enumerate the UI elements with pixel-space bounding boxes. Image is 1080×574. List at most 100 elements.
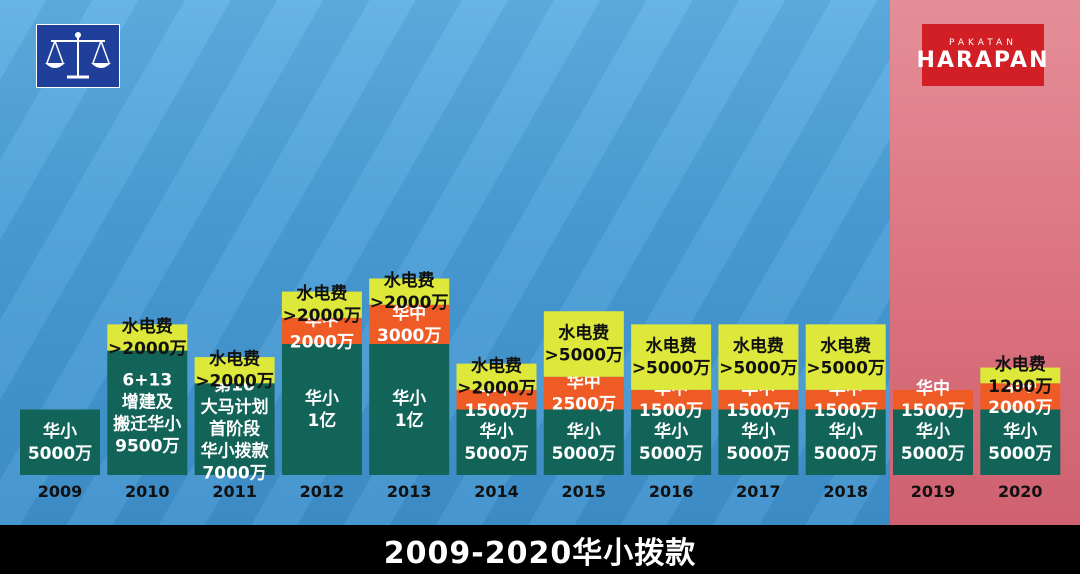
bar-label-utilities-2018: 水电费 (820, 336, 871, 357)
bar-label-secondary-2015: 2500万 (552, 395, 616, 415)
bar-segment-secondary-2018 (805, 389, 886, 410)
bar-label-secondary-2019: 华中 (916, 378, 950, 399)
bar-label-primary-2010: 搬迁华小 (113, 413, 181, 434)
bar-label-primary-2010: 增建及 (122, 391, 174, 412)
bar-label-primary-2013: 1亿 (395, 410, 424, 431)
bar-label-utilities-2017: >5000万 (719, 359, 798, 379)
bar-segment-utilities-2020 (980, 367, 1061, 384)
pakatan-harapan-logo: PAKATAN HARAPAN (917, 24, 1047, 86)
year-label-2017: 2017 (736, 482, 781, 501)
barisan-nasional-logo (36, 24, 120, 88)
bar-segment-primary-2012 (281, 344, 362, 475)
bar-label-utilities-2014: >2000万 (457, 378, 536, 398)
bar-label-primary-2016: 5000万 (639, 444, 703, 464)
bar-segment-utilities-2013 (369, 278, 450, 305)
bar-label-utilities-2016: >5000万 (632, 359, 711, 379)
bar-label-utilities-2012: 水电费 (296, 283, 347, 304)
bar-label-primary-2018: 华小 (829, 421, 863, 442)
bar-segment-utilities-2014 (456, 363, 537, 390)
year-label-2020: 2020 (998, 482, 1043, 501)
bar-label-secondary-2019: 1500万 (901, 401, 965, 421)
bar-label-primary-2013: 华小 (392, 388, 426, 409)
bar-segment-utilities-2015 (543, 311, 624, 377)
bar-label-primary-2016: 华小 (654, 421, 688, 442)
logo-main-text: HARAPAN (916, 47, 1050, 73)
bar-segment-utilities-2016 (631, 324, 712, 390)
bar-segment-secondary-2013 (369, 304, 450, 344)
bar-label-primary-2020: 5000万 (988, 444, 1052, 464)
bar-label-utilities-2020: 1200万 (988, 377, 1052, 397)
year-label-2018: 2018 (823, 482, 868, 501)
bar-label-utilities-2013: >2000万 (370, 293, 449, 313)
bar-label-primary-2012: 华小 (305, 388, 339, 409)
bar-segment-utilities-2011 (194, 357, 275, 384)
bar-label-utilities-2016: 水电费 (646, 336, 697, 357)
bar-segment-utilities-2018 (805, 324, 886, 390)
bar-label-utilities-2013: 水电费 (384, 270, 435, 291)
bar-segment-primary-2011 (194, 383, 275, 475)
bar-label-primary-2015: 5000万 (552, 444, 616, 464)
bar-label-primary-2009: 华小 (43, 421, 77, 442)
bar-label-primary-2011: 首阶段 (209, 419, 260, 440)
bar-label-utilities-2020: 水电费 (995, 354, 1046, 375)
bar-segment-primary-2018 (805, 409, 886, 475)
bar-segment-secondary-2014 (456, 389, 537, 410)
bar-label-secondary-2020: 2000万 (988, 398, 1052, 418)
year-label-2011: 2011 (212, 482, 257, 501)
bar-label-secondary-2014: 1500万 (464, 401, 528, 421)
bar-label-secondary-2016: 1500万 (639, 401, 703, 421)
bar-label-secondary-2018: 1500万 (814, 401, 878, 421)
bar-label-primary-2009: 5000万 (28, 444, 92, 464)
bar-segment-utilities-2010 (107, 324, 188, 351)
allocation-chart: 华小5000万20096+13增建及搬迁华小9500万水电费>2000万2010… (20, 270, 1061, 501)
bar-segment-primary-2010 (107, 350, 188, 475)
year-label-2014: 2014 (474, 482, 519, 501)
bar-segment-utilities-2017 (718, 324, 799, 390)
bar-segment-secondary-2012 (281, 317, 362, 344)
bar-segment-secondary-2017 (718, 389, 799, 410)
year-label-2009: 2009 (38, 482, 83, 501)
bar-label-utilities-2015: >5000万 (545, 346, 624, 366)
bar-label-utilities-2010: 水电费 (122, 316, 173, 337)
bar-label-primary-2012: 1亿 (307, 410, 336, 431)
bar-label-utilities-2014: 水电费 (471, 355, 522, 376)
year-label-2012: 2012 (300, 482, 345, 501)
bar-label-primary-2017: 华小 (741, 421, 775, 442)
bar-label-primary-2019: 5000万 (901, 444, 965, 464)
bar-segment-primary-2009 (20, 409, 100, 475)
bar-label-primary-2019: 华小 (916, 421, 950, 442)
bar-label-primary-2010: 6+13 (122, 370, 172, 390)
bar-segment-primary-2014 (456, 409, 537, 475)
bar-label-secondary-2012: 2000万 (290, 332, 354, 352)
bar-segment-primary-2015 (543, 409, 624, 475)
bar-label-utilities-2012: >2000万 (283, 306, 362, 326)
bar-segment-primary-2017 (718, 409, 799, 475)
chart-title: 2009-2020华小拨款 (383, 535, 697, 571)
bar-segment-secondary-2019 (893, 389, 973, 410)
scales-icon (45, 32, 111, 79)
logo-top-text: PAKATAN (949, 37, 1017, 48)
bar-label-primary-2010: 9500万 (115, 436, 179, 456)
bar-label-secondary-2013: 华中 (392, 303, 426, 324)
bar-label-secondary-2013: 3000万 (377, 326, 441, 346)
bar-label-primary-2011: 华小拨款 (201, 441, 270, 462)
bar-label-primary-2011: 7000万 (202, 464, 266, 484)
bar-label-primary-2017: 5000万 (726, 444, 790, 464)
bar-label-secondary-2017: 1500万 (726, 401, 790, 421)
bar-label-utilities-2011: >2000万 (195, 372, 274, 392)
year-label-2010: 2010 (125, 482, 170, 501)
year-label-2016: 2016 (649, 482, 694, 501)
bar-label-primary-2011: 大马计划 (201, 397, 269, 418)
bar-label-primary-2014: 5000万 (464, 444, 528, 464)
bar-label-primary-2020: 华小 (1003, 421, 1037, 442)
bar-segment-utilities-2012 (281, 291, 362, 318)
year-label-2019: 2019 (911, 482, 956, 501)
bar-label-utilities-2018: >5000万 (806, 359, 885, 379)
bar-segment-secondary-2015 (543, 376, 624, 410)
bar-label-primary-2014: 华小 (480, 421, 514, 442)
bar-segment-primary-2016 (631, 409, 712, 475)
bar-label-utilities-2015: 水电费 (558, 323, 609, 344)
year-label-2013: 2013 (387, 482, 432, 501)
bar-segment-primary-2013 (369, 344, 450, 475)
bar-segment-secondary-2016 (631, 389, 712, 410)
